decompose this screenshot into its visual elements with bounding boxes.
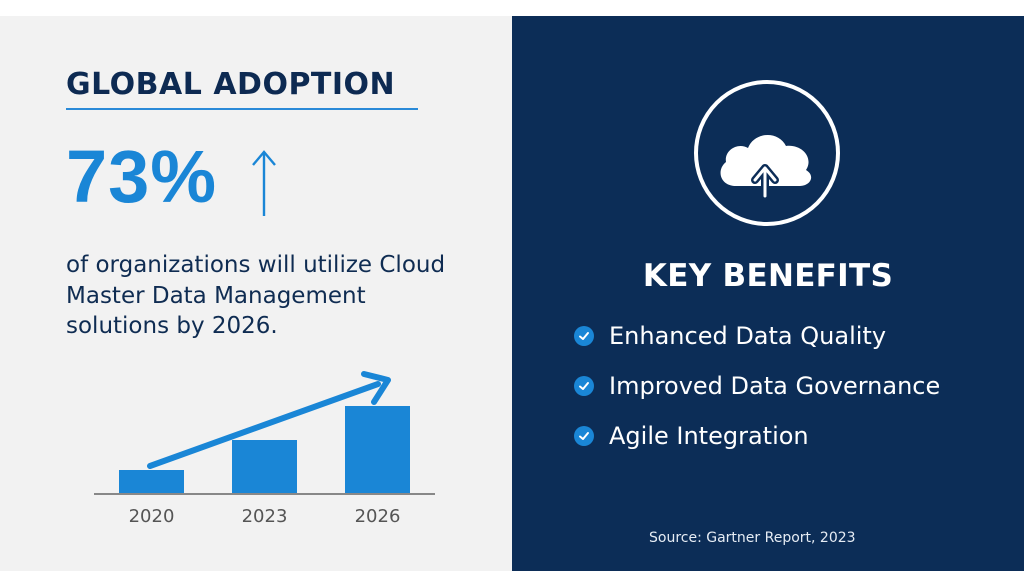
benefit-item: Improved Data Governance (574, 372, 940, 400)
benefit-label: Improved Data Governance (609, 372, 941, 400)
adoption-stat: 73% (66, 135, 218, 218)
trend-arrow (147, 381, 381, 469)
check-circle-icon (574, 426, 594, 446)
benefit-label: Agile Integration (609, 422, 809, 450)
benefit-item: Enhanced Data Quality (574, 322, 886, 350)
arrow-up-icon (252, 150, 276, 216)
adoption-panel: GLOBAL ADOPTION 73% of organizations wil… (0, 16, 512, 571)
benefit-item: Agile Integration (574, 422, 809, 450)
x-tick-label: 2020 (129, 506, 175, 527)
bar-2020 (119, 470, 184, 494)
source-citation: Source: Gartner Report, 2023 (649, 530, 856, 546)
adoption-description: of organizations will utilize Cloud Mast… (66, 252, 446, 339)
adoption-bar-chart: 2020 2023 2026 (94, 371, 435, 527)
benefits-title: KEY BENEFITS (642, 258, 894, 294)
x-tick-label: 2023 (242, 506, 288, 527)
trend-arrow-head (361, 371, 391, 405)
cloud-upload-icon (720, 134, 812, 200)
check-circle-icon (574, 376, 594, 396)
bar-2026 (345, 406, 410, 494)
bar-2023 (232, 440, 297, 494)
benefit-label: Enhanced Data Quality (609, 322, 887, 350)
infographic: GLOBAL ADOPTION 73% of organizations wil… (0, 16, 1024, 571)
icon-ring (694, 80, 840, 226)
x-tick-label: 2026 (355, 506, 401, 527)
panel-title: GLOBAL ADOPTION (66, 67, 396, 102)
title-underline (66, 108, 418, 110)
check-circle-icon (574, 326, 594, 346)
